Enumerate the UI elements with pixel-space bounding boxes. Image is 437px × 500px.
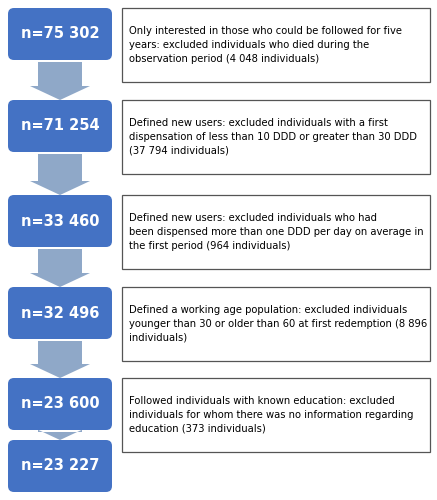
Text: n=75 302: n=75 302 <box>21 26 99 42</box>
Text: Only interested in those who could be followed for five
years: excluded individu: Only interested in those who could be fo… <box>129 26 402 64</box>
Text: Followed individuals with known education: excluded
individuals for whom there w: Followed individuals with known educatio… <box>129 396 413 434</box>
Bar <box>122 100 430 174</box>
Polygon shape <box>30 341 90 378</box>
Text: Defined a working age population: excluded individuals
younger than 30 or older : Defined a working age population: exclud… <box>129 306 427 343</box>
FancyBboxPatch shape <box>8 440 112 492</box>
FancyBboxPatch shape <box>8 8 112 60</box>
Text: n=23 227: n=23 227 <box>21 458 99 473</box>
Text: Defined new users: excluded individuals with a first
dispensation of less than 1: Defined new users: excluded individuals … <box>129 118 417 156</box>
Text: n=23 600: n=23 600 <box>21 396 99 411</box>
Text: Defined new users: excluded individuals who had
been dispensed more than one DDD: Defined new users: excluded individuals … <box>129 214 423 250</box>
Text: n=71 254: n=71 254 <box>21 118 99 134</box>
FancyBboxPatch shape <box>8 195 112 247</box>
Polygon shape <box>30 426 90 440</box>
Polygon shape <box>30 249 90 287</box>
Polygon shape <box>30 62 90 100</box>
Bar <box>122 378 430 452</box>
Bar <box>122 287 430 361</box>
Text: n=33 460: n=33 460 <box>21 214 99 228</box>
Text: n=32 496: n=32 496 <box>21 306 99 320</box>
FancyBboxPatch shape <box>8 287 112 339</box>
FancyBboxPatch shape <box>8 378 112 430</box>
FancyBboxPatch shape <box>8 100 112 152</box>
Bar <box>122 195 430 269</box>
Bar <box>122 8 430 82</box>
Polygon shape <box>30 154 90 195</box>
